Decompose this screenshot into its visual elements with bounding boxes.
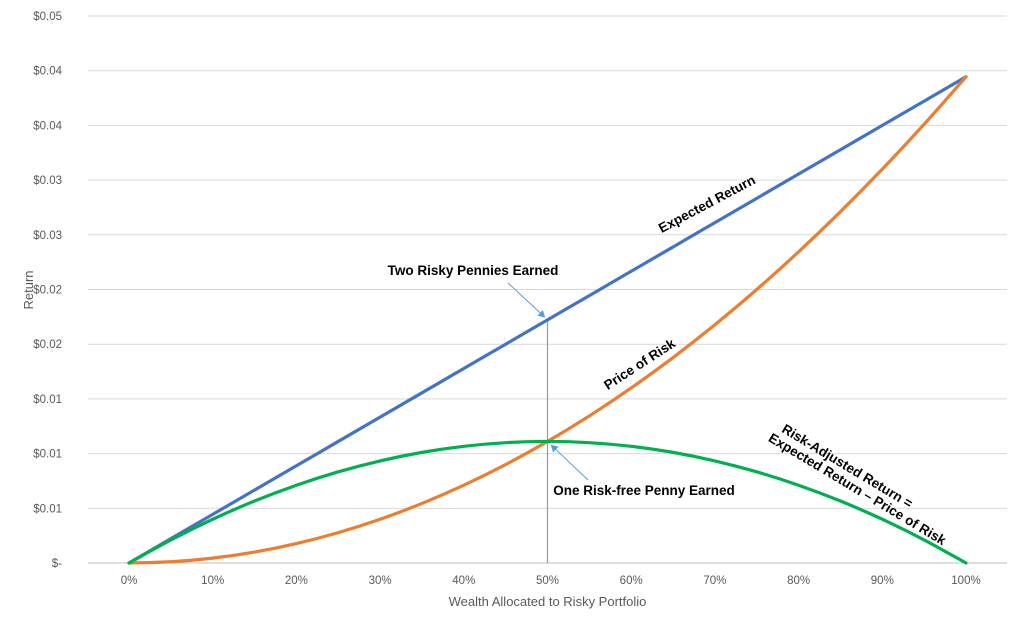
y-tick-label: $- [52,558,62,570]
y-tick-label: $0.01 [33,394,62,406]
x-tick-label: 40% [452,575,475,587]
arrow-one-penny [550,444,589,481]
y-tick-label: $0.02 [33,339,62,351]
annotation-two-pennies: Two Risky Pennies Earned [388,263,559,278]
y-tick-label: $0.03 [33,230,62,242]
y-tick-label: $0.01 [33,449,62,461]
annotation-one-penny: One Risk-free Penny Earned [553,483,735,498]
series-lines [127,75,968,565]
y-tick-label: $0.03 [33,175,62,187]
y-tick-labels: $- $0.01 $0.01 $0.01 $0.02 $0.02 $0.03 $0.03 $0.… [33,11,62,570]
arrow-two-pennies [507,282,546,318]
x-tick-label: 60% [620,575,643,587]
series-line-expected [127,75,968,565]
x-tick-label: 50% [536,575,559,587]
y-tick-label: $0.04 [33,120,62,132]
x-tick-label: 20% [285,575,308,587]
y-tick-label: $0.01 [33,503,62,515]
y-axis-title: Return [21,270,36,309]
x-tick-label: 30% [369,575,392,587]
x-tick-label: 10% [201,575,224,587]
x-tick-label: 70% [703,575,726,587]
y-tick-label: $0.04 [33,66,62,78]
annotation-risk-adjusted-line1: Risk-Adjusted Return = [779,421,915,511]
x-tick-label: 100% [951,575,980,587]
y-tick-label: $0.05 [33,11,62,23]
y-tick-label: $0.02 [33,285,62,297]
x-tick-label: 90% [871,575,894,587]
x-tick-labels: 0% 10% 20% 30% 40% 50% 60% 70% 80% 90% 100% [121,575,981,587]
x-tick-label: 0% [121,575,138,587]
x-tick-label: 80% [787,575,810,587]
annotation-risk-adjusted-line2: Expected Return – Price of Risk [766,430,949,548]
series-line-risk-adjusted [127,439,968,565]
x-axis-title: Wealth Allocated to Risky Portfolio [449,594,647,609]
